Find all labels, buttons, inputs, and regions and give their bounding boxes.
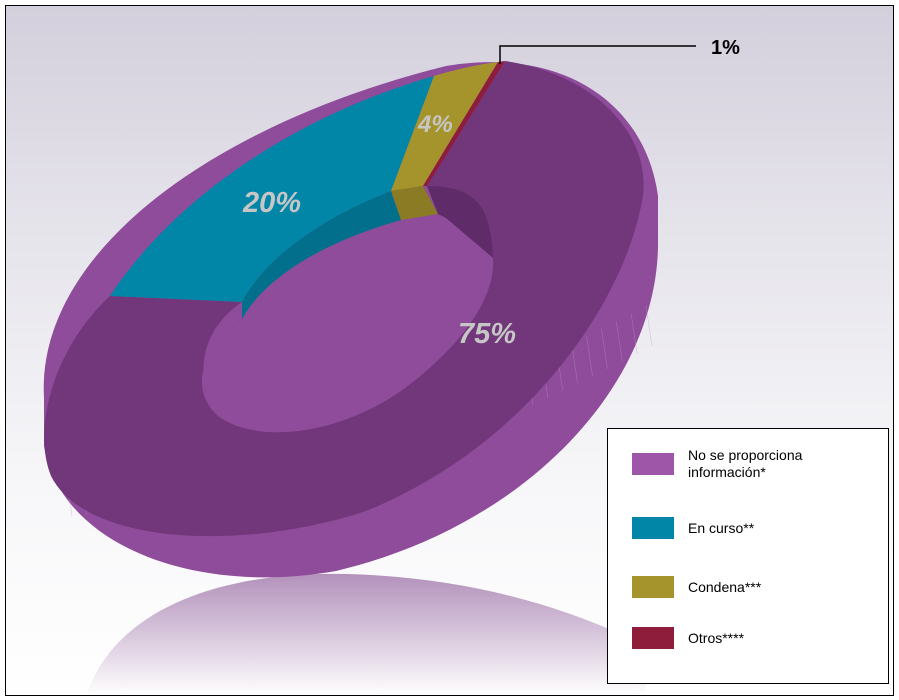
inner-wall-purple-left [201, 302, 242, 416]
side-texture-line [586, 336, 593, 377]
legend-swatch [632, 517, 674, 539]
side-texture-line [601, 328, 608, 369]
legend-label: Otros**** [688, 629, 745, 646]
legend: No se proporciona información* En curso*… [607, 428, 889, 684]
chart-frame: 75% 20% 4% 1% No se proporciona informac… [5, 5, 894, 696]
legend-swatch [632, 453, 674, 475]
label-75: 75% [458, 318, 516, 350]
callout-line-1pct [499, 45, 696, 64]
slice-no-info [44, 61, 644, 537]
legend-swatch [632, 576, 674, 598]
side-texture-line [645, 305, 653, 347]
side-texture-line [630, 313, 638, 354]
legend-swatch [632, 627, 674, 649]
inner-wall-purple [427, 186, 493, 258]
slice-otros [423, 61, 505, 186]
slice-condena [391, 62, 498, 191]
ring-reflection [86, 573, 646, 695]
legend-item-en-curso: En curso** [632, 517, 868, 539]
legend-label: Condena*** [688, 578, 762, 595]
legend-item-no-info: No se proporciona información* [632, 447, 868, 481]
legend-item-otros: Otros**** [632, 627, 868, 649]
legend-item-condena: Condena*** [632, 576, 868, 598]
label-1: 1% [711, 37, 740, 59]
slice-en-curso [110, 76, 434, 302]
donut-chart: 75% 20% 4% 1% [43, 37, 740, 695]
legend-label: En curso** [688, 519, 755, 536]
legend-label: No se proporciona información* [688, 447, 803, 480]
label-20: 20% [242, 187, 301, 219]
inner-wall-teal [242, 191, 401, 319]
inner-wall-gold [391, 186, 438, 220]
label-4: 4% [417, 111, 453, 138]
side-texture-line [615, 321, 623, 362]
